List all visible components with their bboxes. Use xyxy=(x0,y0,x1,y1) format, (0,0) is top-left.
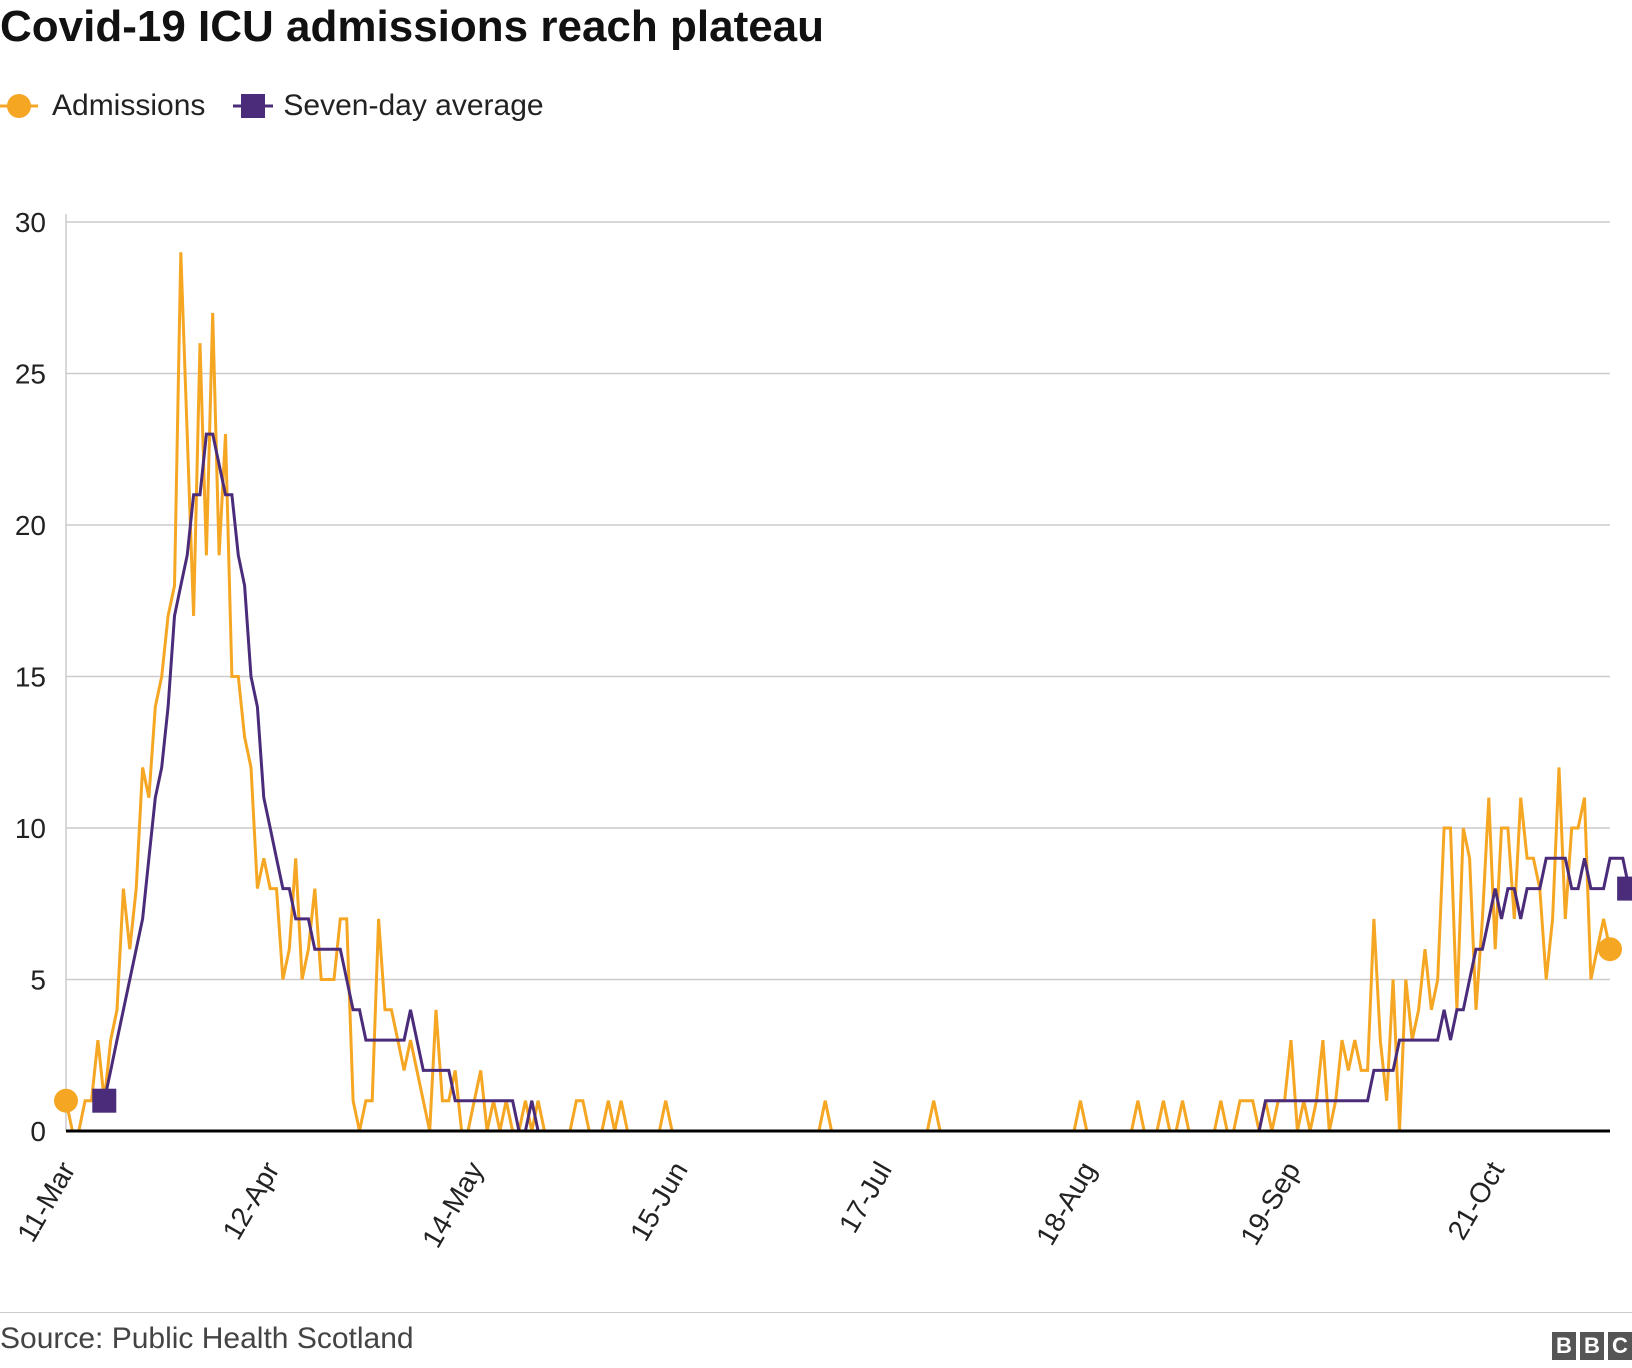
x-tick-label: 11-Mar xyxy=(11,1157,81,1248)
bbc-logo-block: B xyxy=(1552,1332,1576,1360)
x-tick-label: 14-May xyxy=(416,1157,490,1253)
bbc-logo-block: C xyxy=(1608,1332,1632,1360)
admissions-start-marker xyxy=(54,1088,78,1113)
chart-title: Covid-19 ICU admissions reach plateau xyxy=(0,2,825,51)
legend-label-admissions: Admissions xyxy=(52,89,206,122)
average-start-marker xyxy=(92,1088,117,1113)
x-tick-label: 19-Sep xyxy=(1234,1157,1306,1251)
series-line-average xyxy=(102,432,1631,1133)
legend-item-admissions: Admissions xyxy=(0,86,205,126)
y-tick-label: 30 xyxy=(15,207,46,238)
legend: Admissions Seven-day average xyxy=(0,86,544,126)
admissions-end-marker xyxy=(1598,937,1622,962)
line-chart: 0 5 10 15 20 25 30 11-Mar 12-Apr 14-May 15-Jun 17-J… xyxy=(11,207,1632,1253)
source-note: Source: Public Health Scotland xyxy=(0,1322,414,1355)
footer-divider xyxy=(0,1312,1632,1313)
x-tick-label: 21-Oct xyxy=(1441,1156,1510,1244)
admissions-legend-marker-icon xyxy=(0,86,44,126)
y-tick-label: 20 xyxy=(15,510,46,541)
series-line-admissions xyxy=(64,252,1612,1133)
legend-item-average: Seven-day average xyxy=(231,86,544,126)
y-tick-label: 25 xyxy=(15,359,46,390)
bbc-logo-block: B xyxy=(1580,1332,1604,1360)
y-tick-label: 0 xyxy=(30,1116,46,1147)
legend-label-average: Seven-day average xyxy=(283,89,544,122)
bbc-logo: B B C xyxy=(1552,1332,1632,1360)
average-legend-marker-icon xyxy=(231,86,275,126)
y-tick-label: 5 xyxy=(30,965,46,996)
average-end-marker xyxy=(1617,876,1632,901)
x-tick-label: 15-Jun xyxy=(624,1157,694,1247)
y-tick-label: 15 xyxy=(15,662,46,693)
x-tick-label: 18-Aug xyxy=(1030,1157,1102,1251)
y-tick-label: 10 xyxy=(15,813,46,844)
x-tick-label: 17-Jul xyxy=(833,1157,898,1239)
x-tick-label: 12-Apr xyxy=(216,1157,285,1245)
